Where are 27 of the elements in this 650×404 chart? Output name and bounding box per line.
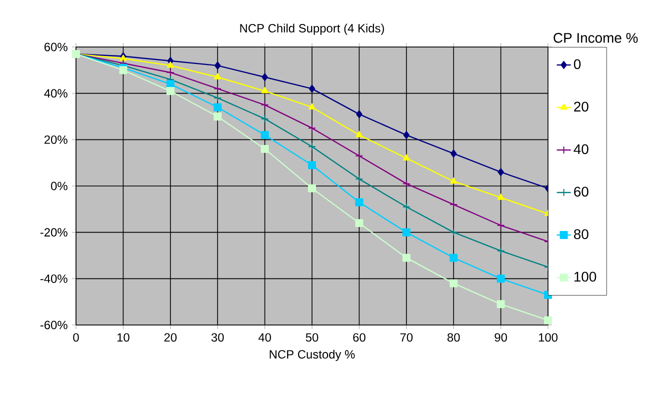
legend-label: 20 [574,102,588,112]
x-tick-label: 70 [400,333,413,342]
y-tick-label: 0% [51,182,68,190]
legend-label: 40 [574,144,588,154]
y-tick-label: 40% [44,89,68,98]
legend-label: 0 [574,59,581,70]
y-tick-label: 20% [44,135,68,144]
legend-title: CP Income % [554,32,638,43]
y-tick-label: -60% [40,320,68,330]
x-tick-label: 40 [258,333,271,342]
y-tick-label: -40% [40,274,68,283]
x-tick-label: 100 [538,333,558,342]
x-tick-label: 30 [211,333,224,342]
legend-label: 80 [574,229,588,240]
x-tick-label: 50 [306,333,318,342]
legend-label: 60 [574,186,588,197]
x-tick-label: 60 [353,333,366,342]
x-tick-label: 10 [117,333,130,342]
x-tick-label: 20 [164,333,177,342]
x-tick-label: 0 [73,333,79,342]
legend-label: 100 [574,272,596,282]
x-axis-title: NCP Custody % [270,350,355,361]
y-tick-label: 60% [44,42,68,52]
x-tick-label: 80 [447,333,460,342]
y-tick-label: -20% [40,228,68,237]
x-tick-label: 90 [494,333,507,342]
chart-title: NCP Child Support (4 Kids) [240,24,384,35]
